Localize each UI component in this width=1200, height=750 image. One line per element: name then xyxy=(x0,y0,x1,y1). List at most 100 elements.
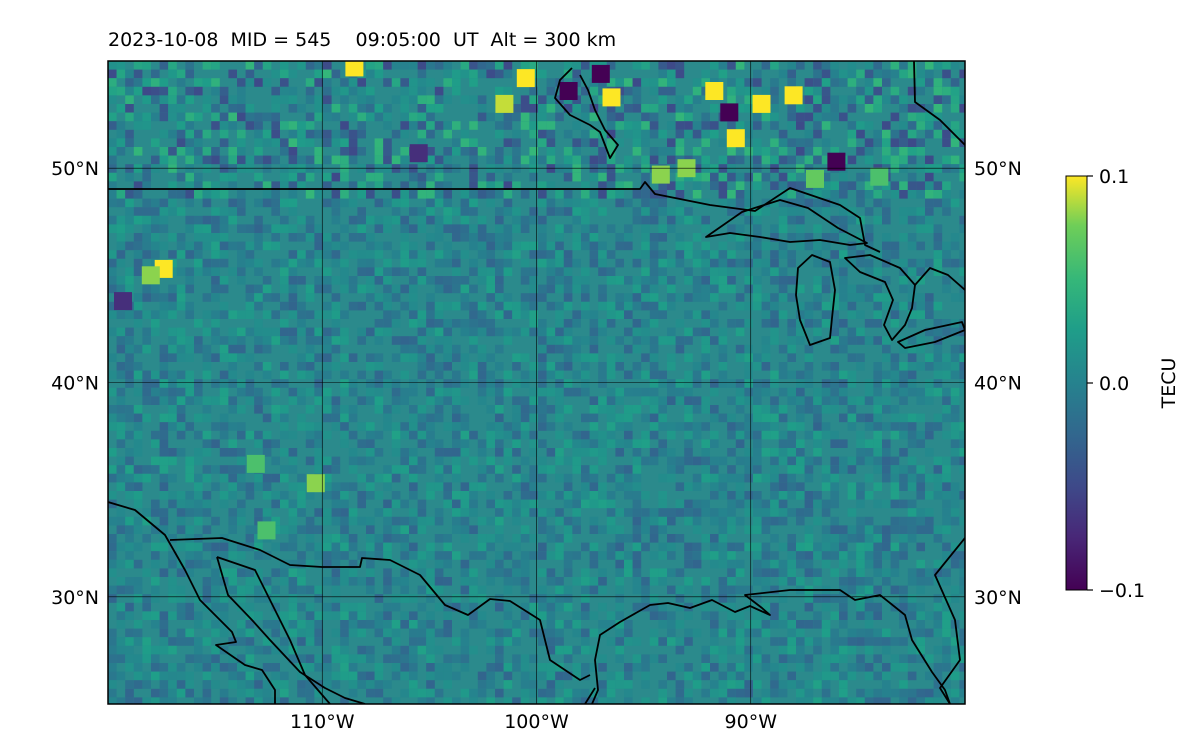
heatmap-cell xyxy=(486,637,495,646)
heatmap-cell xyxy=(452,465,461,474)
heatmap-cell xyxy=(890,482,900,491)
heatmap-cell xyxy=(202,671,212,681)
heatmap-cell xyxy=(185,396,194,405)
heatmap-cell xyxy=(899,190,908,199)
heatmap-cell xyxy=(125,104,134,113)
heatmap-cell xyxy=(761,499,771,509)
heatmap-cell xyxy=(486,628,495,638)
heatmap-cell xyxy=(383,61,392,70)
heatmap-cell xyxy=(933,61,943,70)
heatmap-cell xyxy=(366,215,375,225)
heatmap-cell xyxy=(581,215,590,225)
heatmap-cell xyxy=(753,405,762,414)
heatmap-cell xyxy=(864,688,874,698)
heatmap-cell xyxy=(813,319,822,328)
heatmap-cell xyxy=(383,112,392,122)
heatmap-cell xyxy=(667,353,676,362)
heatmap-cell xyxy=(778,645,788,655)
heatmap-cell xyxy=(787,422,796,431)
heatmap-cell xyxy=(847,155,857,165)
heatmap-cell xyxy=(624,86,633,96)
heatmap-cell xyxy=(374,491,384,500)
heatmap-cell xyxy=(262,620,272,629)
heatmap-cell xyxy=(486,645,495,655)
heatmap-cell xyxy=(667,147,676,156)
heatmap-cell xyxy=(133,585,143,595)
heatmap-cell xyxy=(426,104,435,113)
heatmap-cell xyxy=(907,172,917,182)
heatmap-cell xyxy=(684,379,693,388)
heatmap-cell xyxy=(443,542,452,552)
heatmap-cell xyxy=(460,645,470,655)
colorbar: 0.10.0−0.1 TECU xyxy=(1065,166,1180,602)
heatmap-cell xyxy=(503,258,513,268)
heatmap-cell xyxy=(529,482,538,491)
heatmap-cell xyxy=(520,611,530,620)
heatmap-cell xyxy=(443,654,452,663)
heatmap-cell xyxy=(228,327,237,337)
heatmap-cell xyxy=(839,293,848,302)
heatmap-cell xyxy=(744,207,753,216)
heatmap-cell xyxy=(280,413,289,423)
heatmap-cell xyxy=(443,215,452,225)
heatmap-cell xyxy=(778,620,788,629)
heatmap-cell xyxy=(890,473,900,483)
heatmap-cell xyxy=(916,577,925,586)
heatmap-cell xyxy=(374,172,384,182)
heatmap-cell xyxy=(864,516,874,526)
heatmap-cell xyxy=(340,697,349,704)
heatmap-cell xyxy=(735,387,745,397)
heatmap-cell xyxy=(598,190,607,199)
heatmap-cell xyxy=(426,207,435,216)
heatmap-cell xyxy=(770,611,779,620)
heatmap-cell xyxy=(512,405,521,414)
heatmap-cell xyxy=(305,61,315,70)
heatmap-cell xyxy=(426,293,435,302)
heatmap-cell xyxy=(890,568,900,577)
heatmap-cell xyxy=(804,344,814,354)
heatmap-cell xyxy=(641,164,650,173)
heatmap-cell xyxy=(667,516,676,526)
heatmap-cell xyxy=(546,387,556,397)
heatmap-cell xyxy=(684,637,693,646)
heatmap-cell xyxy=(305,637,315,646)
heatmap-cell xyxy=(821,112,831,122)
heatmap-cell xyxy=(469,568,478,577)
heatmap-cell xyxy=(108,637,117,646)
heatmap-cell xyxy=(572,577,581,586)
heatmap-cell xyxy=(882,95,891,104)
heatmap-cell xyxy=(434,121,444,130)
heatmap-cell xyxy=(305,172,315,182)
heatmap-cell xyxy=(366,190,375,199)
heatmap-cell xyxy=(314,637,323,646)
heatmap-cell xyxy=(873,284,882,294)
heatmap-cell xyxy=(804,362,814,371)
heatmap-cell xyxy=(305,430,315,440)
heatmap-cell xyxy=(589,258,599,268)
heatmap-cell xyxy=(151,430,160,440)
heatmap-cell xyxy=(950,61,960,70)
heatmap-cell xyxy=(598,250,607,259)
heatmap-cell xyxy=(280,319,289,328)
heatmap-cell xyxy=(735,585,745,595)
heatmap-cell xyxy=(933,250,943,259)
heatmap-cell xyxy=(305,250,315,259)
heatmap-cell xyxy=(159,620,169,629)
heatmap-cell xyxy=(288,95,298,104)
heatmap-cell xyxy=(753,276,762,285)
heatmap-cell xyxy=(314,628,323,638)
heatmap-cell xyxy=(882,138,891,147)
heatmap-cell xyxy=(400,198,409,208)
heatmap-cell xyxy=(925,112,934,122)
heatmap-cell xyxy=(357,224,366,233)
heatmap-cell xyxy=(219,611,229,620)
heatmap-cell xyxy=(675,508,685,517)
heatmap-cell xyxy=(400,465,409,474)
heatmap-cell xyxy=(641,207,650,216)
heatmap-cell xyxy=(899,164,908,173)
heatmap-cell xyxy=(950,104,960,113)
heatmap-cell xyxy=(735,379,745,388)
heatmap-cell xyxy=(503,663,513,672)
heatmap-cell xyxy=(770,78,779,87)
heatmap-cell xyxy=(288,645,298,655)
